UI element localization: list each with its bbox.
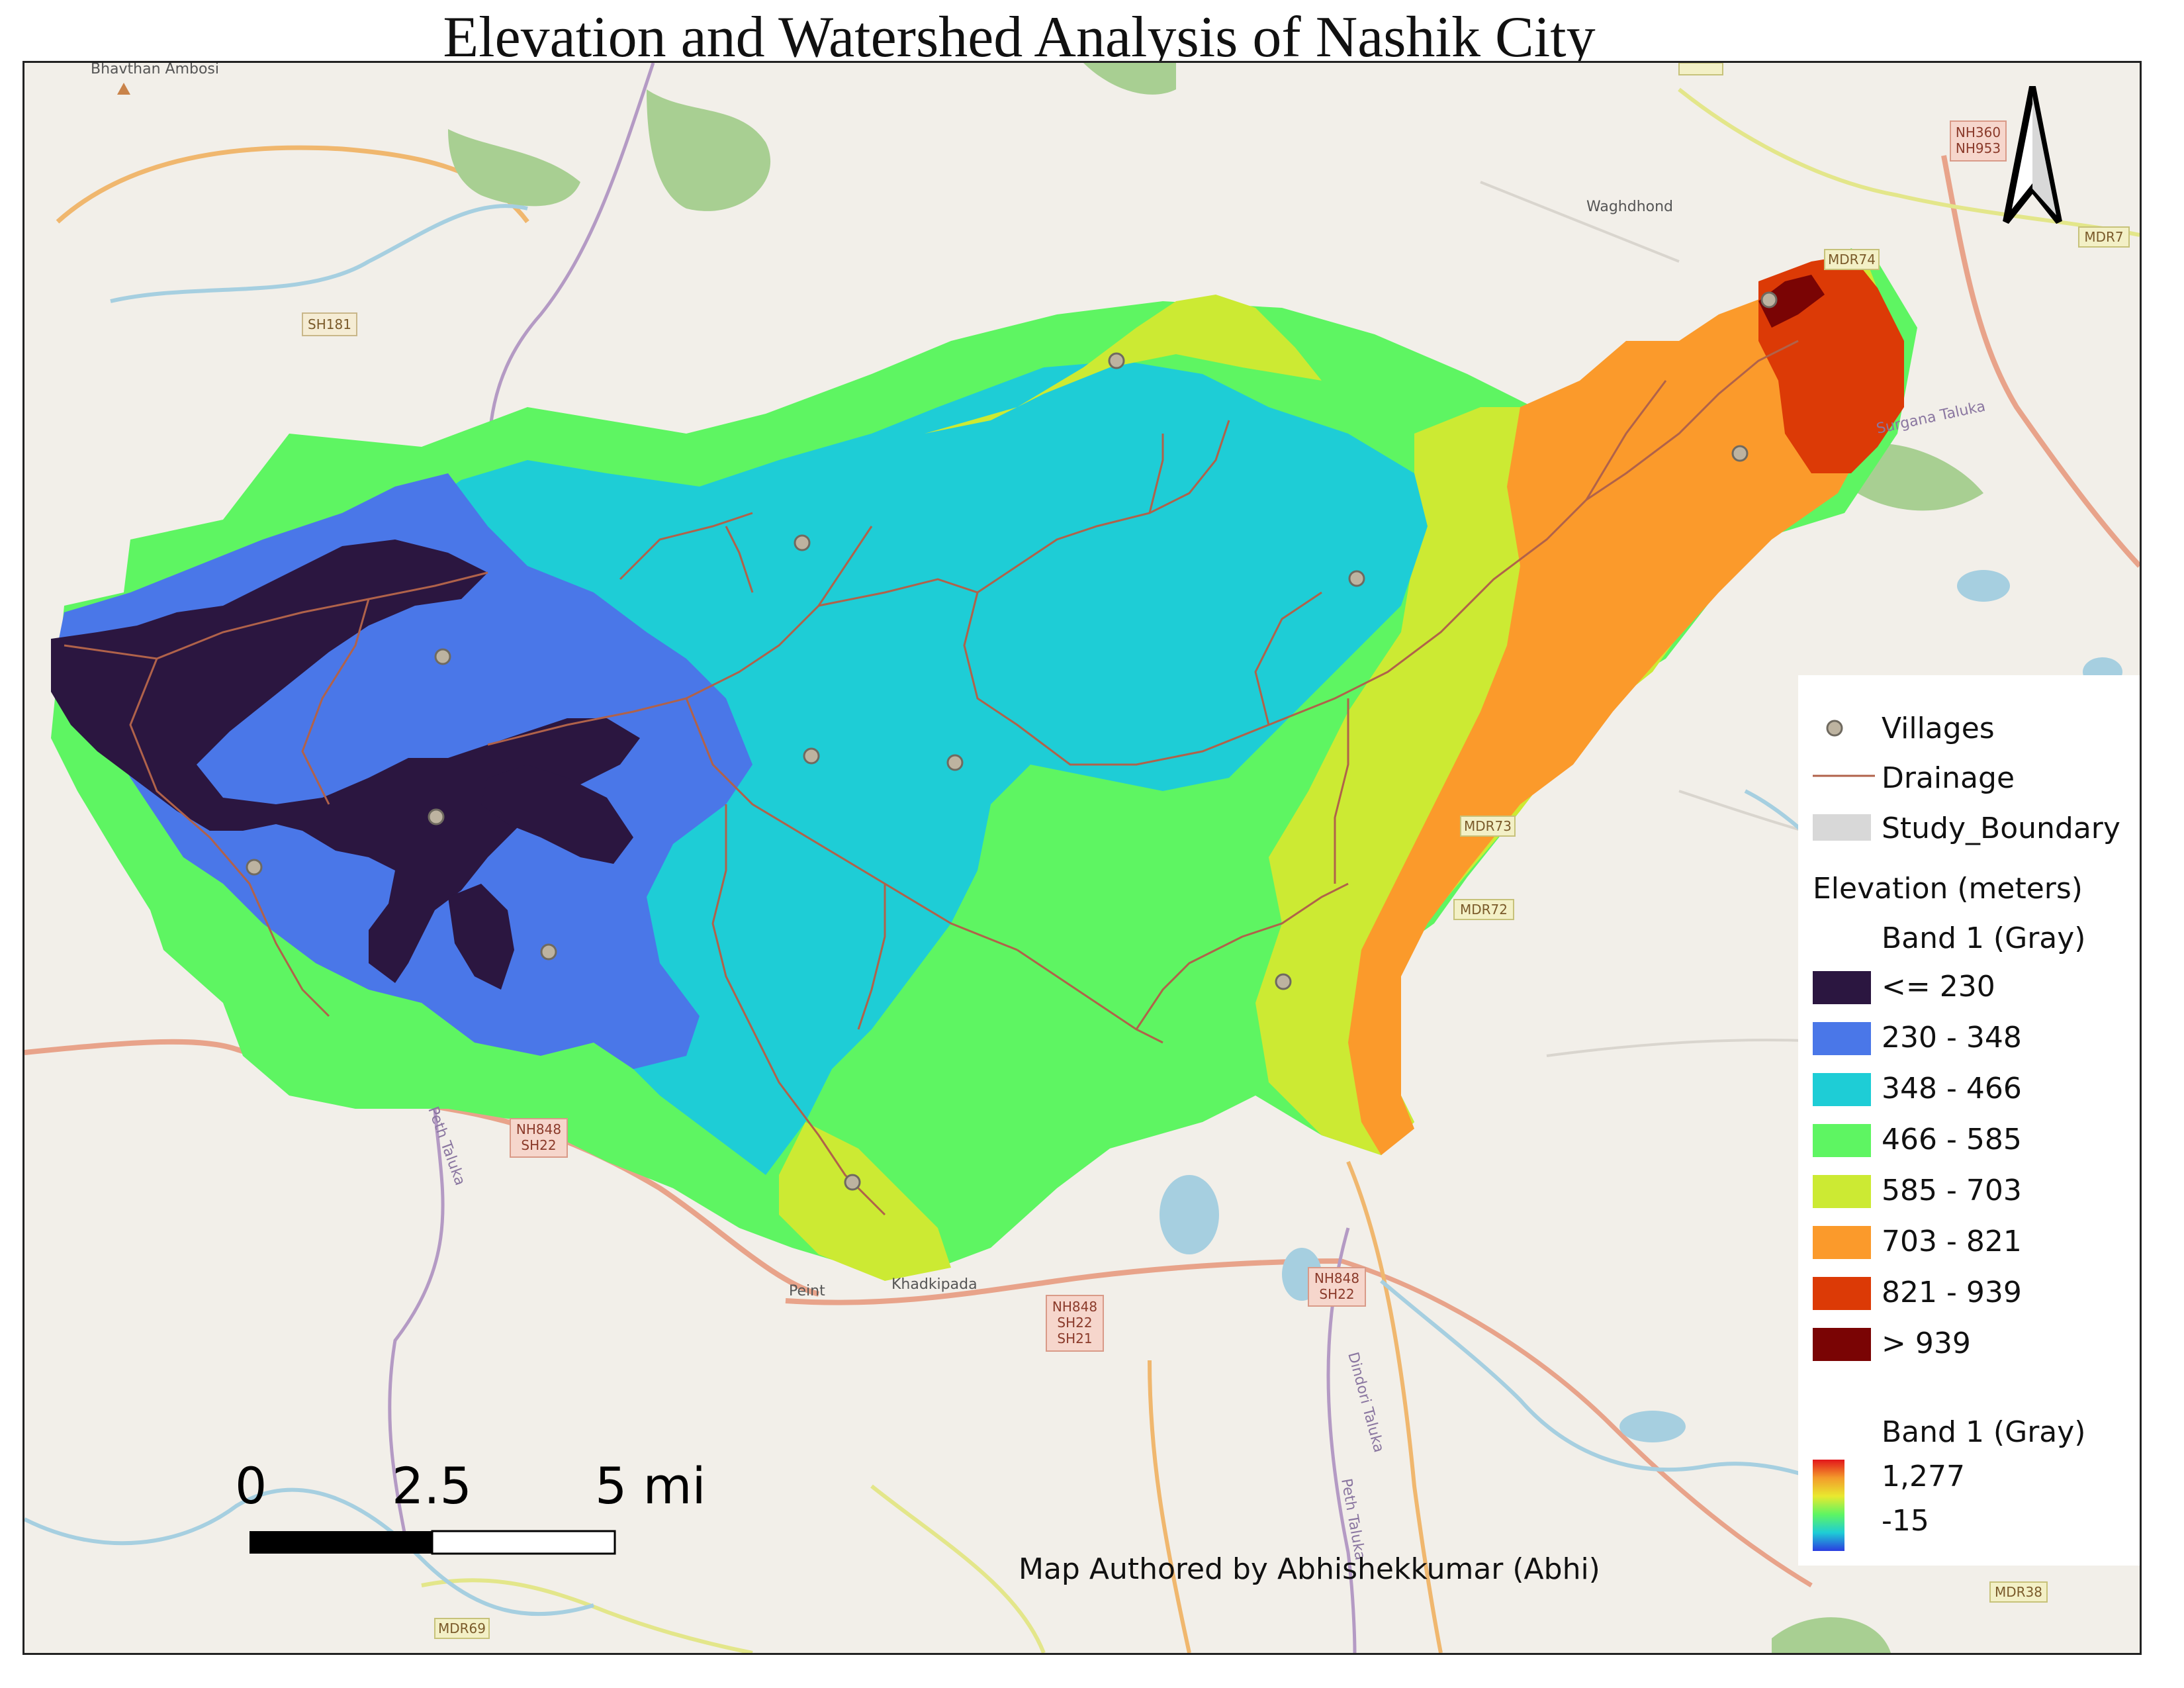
legend-swatch: [1813, 1073, 1871, 1106]
scale-bar: [250, 1530, 616, 1555]
road-label-mdr72: MDR72: [1460, 902, 1508, 917]
svg-text:SH21: SH21: [1057, 1331, 1092, 1346]
legend-swatch: [1813, 1175, 1871, 1208]
study-boundary-symbol: [1813, 814, 1871, 841]
road-label-nh848-sh21: NH848: [1052, 1299, 1097, 1315]
village-point: [540, 943, 557, 961]
road-label-mdr38: MDR38: [1995, 1584, 2042, 1600]
village-point: [1348, 570, 1365, 587]
village-point: [434, 648, 451, 665]
taluka-label-peth: Peth Taluka: [424, 1105, 468, 1188]
legend-class-label: 585 - 703: [1882, 1174, 2022, 1207]
svg-text:NH848: NH848: [1314, 1270, 1359, 1286]
legend-band-title: Band 1 (Gray): [1882, 921, 2086, 955]
village-point: [946, 754, 964, 771]
north-arrow: [2003, 86, 2062, 224]
legend-class-label: 821 - 939: [1882, 1276, 2022, 1309]
scale-label-5mi: 5 mi: [595, 1456, 706, 1515]
legend-label-villages: Villages: [1882, 712, 1995, 745]
map-canvas: SH181 NH360 NH953 MDR7 MDR74 MDR73 MDR72…: [24, 63, 2140, 1653]
village-point: [1760, 291, 1778, 308]
legend-elevation-title: Elevation (meters): [1813, 872, 2083, 906]
legend-band-title-2: Band 1 (Gray): [1882, 1415, 2086, 1449]
road-label-nh848: NH848: [516, 1121, 561, 1137]
village-markers: [246, 291, 1778, 1191]
village-point: [794, 534, 811, 551]
map-frame: SH181 NH360 NH953 MDR7 MDR74 MDR73 MDR72…: [23, 61, 2142, 1655]
taluka-label-dindori: Dindori Taluka: [1344, 1350, 1387, 1454]
legend-class-label: 703 - 821: [1882, 1225, 2022, 1258]
scale-label-2-5: 2.5: [392, 1456, 472, 1515]
legend-class-label: > 939: [1882, 1327, 1971, 1360]
elevation-raster: [51, 248, 1917, 1281]
author-credit: Map Authored by Abhishekkumar (Abhi): [1019, 1552, 1600, 1586]
legend-ramp-min: -15: [1882, 1504, 1929, 1538]
basemap-forest: [448, 63, 1983, 1653]
village-point: [428, 808, 445, 825]
road-label-sh181: SH181: [308, 316, 351, 332]
map-legend: Villages Drainage Study_Boundary Elevati…: [1798, 675, 2140, 1566]
place-label-waghdhond: Waghdhond: [1586, 199, 1673, 215]
map-title: Elevation and Watershed Analysis of Nash…: [443, 5, 1596, 70]
road-label-mdr74: MDR74: [1828, 252, 1876, 267]
place-label-bhavthan: Bhavthan Ambosi: [91, 63, 219, 77]
drainage-symbol: [1813, 774, 1875, 777]
legend-label-drainage: Drainage: [1882, 761, 2015, 795]
legend-swatch: [1813, 1328, 1871, 1361]
village-point: [1731, 445, 1749, 462]
legend-class-label: 230 - 348: [1882, 1021, 2022, 1055]
village-symbol: [1826, 720, 1843, 737]
road-shields: SH181 NH360 NH953 MDR7 MDR74 MDR73 MDR72…: [302, 63, 2130, 1639]
road-label-mdr69: MDR69: [438, 1620, 486, 1636]
drainage-network: [64, 340, 1799, 1216]
road-label-nh360: NH360: [1956, 124, 2001, 140]
place-label-peint: Peint: [789, 1283, 825, 1299]
legend-swatch: [1813, 1226, 1871, 1259]
elevation-channel-arm-2: [448, 884, 514, 990]
village-point: [1275, 973, 1292, 990]
svg-text:SH22: SH22: [1057, 1315, 1092, 1331]
elevation-color-ramp: [1813, 1460, 1844, 1551]
scale-label-0: 0: [235, 1456, 267, 1515]
elevation-south-fringe: [779, 1122, 951, 1281]
legend-class-label: 466 - 585: [1882, 1123, 2022, 1156]
legend-swatch: [1813, 1124, 1871, 1157]
village-point: [844, 1174, 861, 1191]
legend-swatch: [1813, 971, 1871, 1004]
elevation-zone-gt-939: [1758, 275, 1825, 328]
svg-text:NH953: NH953: [1956, 140, 2001, 156]
elevation-zone-703-821: [1348, 261, 1891, 1155]
legend-label-study-boundary: Study_Boundary: [1882, 812, 2120, 845]
elevation-channel-arm-1: [481, 765, 633, 864]
legend-ramp-max: 1,277: [1882, 1460, 1965, 1493]
village-point: [246, 859, 263, 876]
legend-class-label: <= 230: [1882, 970, 1995, 1004]
legend-swatch: [1813, 1022, 1871, 1055]
legend-class-label: 348 - 466: [1882, 1072, 2022, 1105]
road-label-mdr7: MDR7: [2084, 229, 2123, 245]
svg-text:SH22: SH22: [1319, 1286, 1354, 1302]
elevation-zone-le-230: [51, 539, 640, 983]
village-point: [1108, 352, 1125, 369]
village-point: [803, 747, 820, 765]
road-label-mdr73: MDR73: [1464, 818, 1512, 834]
svg-text:SH22: SH22: [521, 1137, 556, 1153]
legend-swatch: [1813, 1277, 1871, 1310]
place-label-khadkipada: Khadkipada: [891, 1276, 978, 1293]
basemap-lakes: [1160, 570, 2122, 1442]
